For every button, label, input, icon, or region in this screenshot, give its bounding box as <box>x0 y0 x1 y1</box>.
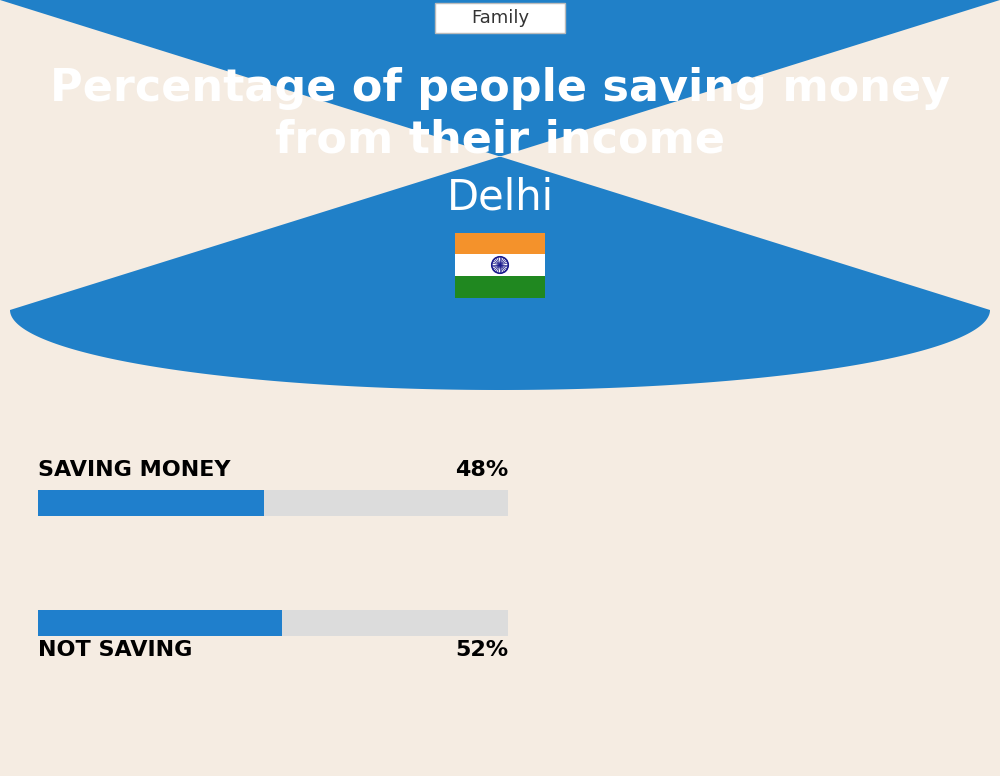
Text: SAVING MONEY: SAVING MONEY <box>38 460 230 480</box>
FancyBboxPatch shape <box>435 3 565 33</box>
Bar <box>38 490 508 516</box>
Bar <box>38 490 264 516</box>
Bar <box>455 255 545 275</box>
Text: Delhi: Delhi <box>446 177 554 219</box>
Text: Family: Family <box>471 9 529 27</box>
Bar <box>38 610 508 636</box>
Bar <box>455 233 545 255</box>
Text: NOT SAVING: NOT SAVING <box>38 640 192 660</box>
Bar <box>38 610 282 636</box>
Text: from their income: from their income <box>275 119 725 161</box>
Text: 52%: 52% <box>455 640 508 660</box>
Polygon shape <box>0 0 1000 390</box>
Text: Percentage of people saving money: Percentage of people saving money <box>50 67 950 109</box>
Bar <box>455 275 545 297</box>
Text: 48%: 48% <box>455 460 508 480</box>
